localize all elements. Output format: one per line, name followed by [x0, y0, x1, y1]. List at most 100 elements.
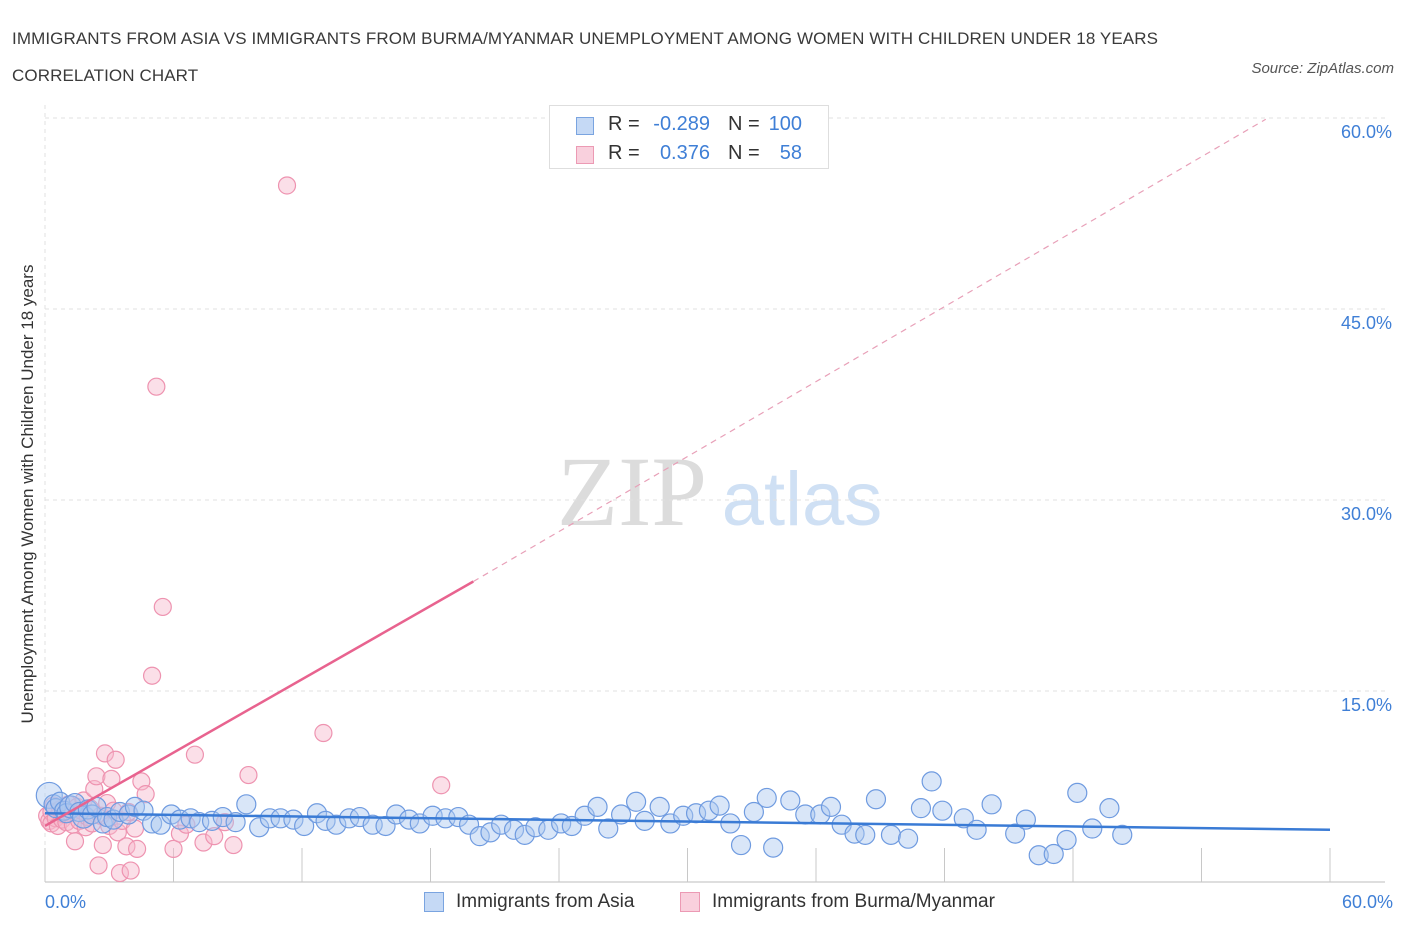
asia-point	[225, 812, 246, 833]
asia-point	[587, 796, 608, 817]
burma-point	[185, 745, 205, 764]
asia-point	[611, 804, 632, 825]
r-value: 0.376	[659, 142, 710, 164]
asia-point	[525, 817, 546, 838]
asia-point	[212, 806, 233, 828]
asia-point	[730, 834, 752, 856]
asia-point	[763, 837, 784, 858]
asia-point	[910, 798, 932, 819]
stats-row-burma: R = 0.376 N = 58	[550, 139, 828, 169]
burma-point	[93, 835, 112, 855]
x-tick-label: 0.0%	[45, 892, 86, 912]
asia-point	[480, 822, 501, 843]
asia-point	[698, 800, 720, 821]
burma-swatch	[576, 146, 594, 164]
burma-point	[164, 839, 183, 858]
gridlines	[44, 105, 1385, 882]
burma-trend-line	[44, 580, 474, 828]
r-label: R =	[608, 142, 640, 164]
asia-point	[598, 818, 619, 839]
asia-point	[283, 809, 304, 830]
burma-point	[277, 176, 297, 195]
n-label: N =	[728, 113, 760, 135]
burma-point	[110, 863, 130, 883]
asia-point	[709, 795, 730, 816]
asia-point	[448, 806, 469, 828]
asia-point	[780, 790, 801, 811]
burma-point	[106, 750, 125, 769]
asia-point	[1082, 818, 1103, 839]
asia-point	[720, 813, 741, 834]
burma-point	[65, 832, 85, 851]
burma-points	[38, 176, 451, 883]
asia-point	[259, 808, 280, 829]
asia-point	[625, 791, 647, 812]
asia-point	[1112, 824, 1133, 845]
asia-point	[514, 824, 535, 845]
asia-point	[865, 789, 887, 810]
asia-point	[649, 796, 670, 817]
asia-point	[1067, 782, 1088, 803]
n-value: 58	[779, 142, 802, 164]
y-axis-label: Unemployment Among Women with Children U…	[18, 264, 37, 724]
asia-point	[469, 826, 490, 847]
source-label: Source: ZipAtlas.com	[1251, 60, 1394, 77]
asia-point	[422, 805, 443, 826]
y-tick-label: 60.0%	[1341, 122, 1392, 142]
asia-point	[880, 824, 902, 845]
asia-point	[921, 771, 942, 792]
trend-lines	[44, 118, 1331, 832]
asia-point	[932, 800, 953, 821]
burma-point	[121, 861, 140, 880]
burma-point	[117, 837, 136, 856]
asia-point	[236, 794, 257, 815]
y-tick-label: 15.0%	[1341, 695, 1392, 715]
n-value: 100	[768, 113, 802, 135]
asia-point	[386, 804, 407, 825]
y-tick-label: 45.0%	[1341, 313, 1392, 333]
tick-labels: 15.0% 30.0% 45.0% 60.0% 0.0% 60.0%	[45, 122, 1393, 912]
burma-point	[108, 823, 127, 842]
asia-point	[1015, 809, 1036, 830]
asia-point	[1043, 843, 1064, 865]
stats-legend: R = -0.289 N = 100 R = 0.376 N = 58	[549, 105, 829, 169]
r-label: R =	[608, 113, 640, 135]
burma-point	[239, 765, 258, 785]
asia-swatch	[424, 892, 444, 912]
asia-point	[966, 819, 987, 840]
asia-point	[756, 787, 777, 809]
x-tick-label: 60.0%	[1342, 892, 1393, 912]
burma-point	[205, 827, 224, 846]
series-legend: Immigrants from Asia Immigrants from Bur…	[0, 888, 1406, 918]
burma-point	[147, 377, 166, 396]
asia-trend-line	[44, 811, 1331, 832]
asia-point	[398, 809, 420, 830]
burma-point	[95, 744, 115, 763]
stats-row-asia: R = -0.289 N = 100	[550, 110, 828, 140]
asia-point	[981, 794, 1002, 815]
asia-point	[660, 813, 681, 834]
asia-point	[326, 814, 347, 835]
asia-point	[820, 796, 842, 817]
r-value: -0.289	[653, 113, 710, 135]
watermark: ZIP atlas	[557, 436, 882, 547]
asia-swatch	[576, 117, 594, 135]
chart-title: IMMIGRANTS FROM ASIA VS IMMIGRANTS FROM …	[12, 29, 1159, 85]
burma-point	[153, 597, 172, 617]
burma-trend-extension	[473, 118, 1267, 583]
legend-label-burma: Immigrants from Burma/Myanmar	[712, 891, 995, 912]
asia-point	[1056, 829, 1077, 851]
watermark-zip: ZIP	[557, 436, 707, 547]
burma-swatch	[680, 892, 700, 912]
asia-point	[1005, 823, 1026, 844]
legend-label-asia: Immigrants from Asia	[456, 891, 635, 912]
asia-point	[953, 808, 974, 829]
burma-point	[87, 767, 106, 786]
burma-point	[194, 833, 213, 852]
n-label: N =	[728, 142, 760, 164]
asia-point	[855, 824, 876, 845]
watermark-atlas: atlas	[722, 457, 883, 542]
burma-point	[142, 666, 162, 685]
asia-point	[1028, 845, 1049, 866]
